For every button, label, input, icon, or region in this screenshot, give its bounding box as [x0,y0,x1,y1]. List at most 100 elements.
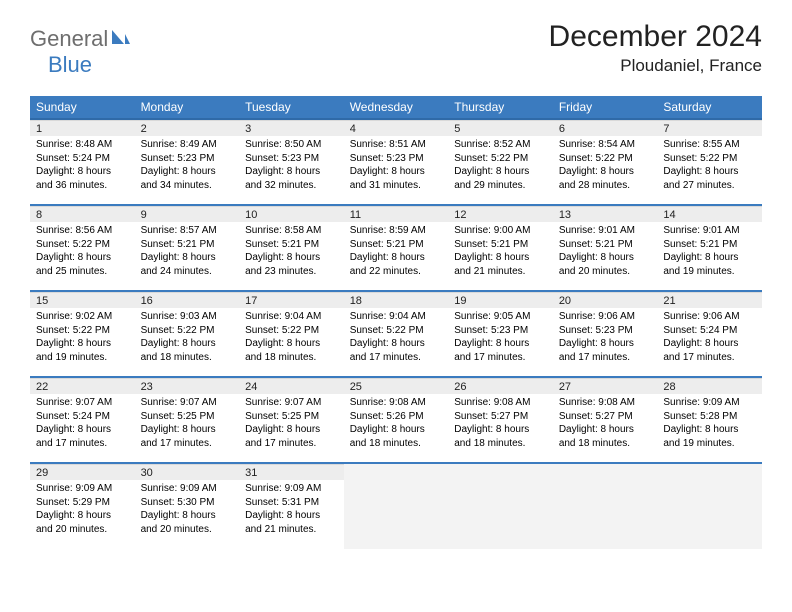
calendar-row: 29Sunrise: 9:09 AMSunset: 5:29 PMDayligh… [30,463,762,549]
calendar-day-cell: 16Sunrise: 9:03 AMSunset: 5:22 PMDayligh… [135,291,240,377]
day-number: 23 [135,378,240,394]
calendar-day-cell: 21Sunrise: 9:06 AMSunset: 5:24 PMDayligh… [657,291,762,377]
calendar-day-cell: 31Sunrise: 9:09 AMSunset: 5:31 PMDayligh… [239,463,344,549]
logo: General Blue [30,26,130,78]
day-number: 22 [30,378,135,394]
calendar-day-cell: 25Sunrise: 9:08 AMSunset: 5:26 PMDayligh… [344,377,449,463]
day-number: 28 [657,378,762,394]
calendar-day-cell: 29Sunrise: 9:09 AMSunset: 5:29 PMDayligh… [30,463,135,549]
calendar-day-cell: 23Sunrise: 9:07 AMSunset: 5:25 PMDayligh… [135,377,240,463]
day-number: 1 [30,120,135,136]
day-body: Sunrise: 9:06 AMSunset: 5:23 PMDaylight:… [553,308,658,368]
calendar-table: SundayMondayTuesdayWednesdayThursdayFrid… [30,96,762,549]
day-body: Sunrise: 8:51 AMSunset: 5:23 PMDaylight:… [344,136,449,196]
day-number: 24 [239,378,344,394]
calendar-day-cell: 4Sunrise: 8:51 AMSunset: 5:23 PMDaylight… [344,119,449,205]
day-number: 20 [553,292,658,308]
day-number: 6 [553,120,658,136]
day-body: Sunrise: 8:58 AMSunset: 5:21 PMDaylight:… [239,222,344,282]
calendar-day-cell: 15Sunrise: 9:02 AMSunset: 5:22 PMDayligh… [30,291,135,377]
day-number: 19 [448,292,553,308]
logo-sail-icon [110,28,130,51]
calendar-day-cell: 30Sunrise: 9:09 AMSunset: 5:30 PMDayligh… [135,463,240,549]
logo-text-general: General [30,26,108,51]
day-number: 13 [553,206,658,222]
calendar-header-row: SundayMondayTuesdayWednesdayThursdayFrid… [30,96,762,119]
day-body: Sunrise: 8:48 AMSunset: 5:24 PMDaylight:… [30,136,135,196]
calendar-day-cell: 8Sunrise: 8:56 AMSunset: 5:22 PMDaylight… [30,205,135,291]
day-number: 31 [239,464,344,480]
calendar-header-cell: Saturday [657,96,762,119]
calendar-empty-cell [553,463,658,549]
day-body: Sunrise: 9:04 AMSunset: 5:22 PMDaylight:… [239,308,344,368]
day-number: 16 [135,292,240,308]
calendar-row: 1Sunrise: 8:48 AMSunset: 5:24 PMDaylight… [30,119,762,205]
day-number: 3 [239,120,344,136]
calendar-day-cell: 10Sunrise: 8:58 AMSunset: 5:21 PMDayligh… [239,205,344,291]
day-number: 7 [657,120,762,136]
logo-text-blue: Blue [48,52,92,77]
calendar-day-cell: 22Sunrise: 9:07 AMSunset: 5:24 PMDayligh… [30,377,135,463]
calendar-empty-cell [448,463,553,549]
calendar-header-cell: Monday [135,96,240,119]
day-body: Sunrise: 9:09 AMSunset: 5:30 PMDaylight:… [135,480,240,540]
day-body: Sunrise: 9:06 AMSunset: 5:24 PMDaylight:… [657,308,762,368]
calendar-day-cell: 5Sunrise: 8:52 AMSunset: 5:22 PMDaylight… [448,119,553,205]
day-number: 18 [344,292,449,308]
day-number: 25 [344,378,449,394]
day-number: 11 [344,206,449,222]
calendar-day-cell: 2Sunrise: 8:49 AMSunset: 5:23 PMDaylight… [135,119,240,205]
day-body: Sunrise: 8:56 AMSunset: 5:22 PMDaylight:… [30,222,135,282]
day-number: 10 [239,206,344,222]
day-body: Sunrise: 9:01 AMSunset: 5:21 PMDaylight:… [553,222,658,282]
calendar-day-cell: 27Sunrise: 9:08 AMSunset: 5:27 PMDayligh… [553,377,658,463]
day-number: 17 [239,292,344,308]
calendar-day-cell: 28Sunrise: 9:09 AMSunset: 5:28 PMDayligh… [657,377,762,463]
calendar-day-cell: 9Sunrise: 8:57 AMSunset: 5:21 PMDaylight… [135,205,240,291]
day-number: 8 [30,206,135,222]
day-body: Sunrise: 9:04 AMSunset: 5:22 PMDaylight:… [344,308,449,368]
title-block: December 2024 Ploudaniel, France [549,20,762,76]
day-body: Sunrise: 9:03 AMSunset: 5:22 PMDaylight:… [135,308,240,368]
day-body: Sunrise: 8:59 AMSunset: 5:21 PMDaylight:… [344,222,449,282]
day-body: Sunrise: 9:00 AMSunset: 5:21 PMDaylight:… [448,222,553,282]
day-body: Sunrise: 9:09 AMSunset: 5:29 PMDaylight:… [30,480,135,540]
day-body: Sunrise: 9:07 AMSunset: 5:25 PMDaylight:… [135,394,240,454]
day-number: 14 [657,206,762,222]
day-number: 9 [135,206,240,222]
calendar-day-cell: 12Sunrise: 9:00 AMSunset: 5:21 PMDayligh… [448,205,553,291]
calendar-day-cell: 18Sunrise: 9:04 AMSunset: 5:22 PMDayligh… [344,291,449,377]
day-body: Sunrise: 9:08 AMSunset: 5:27 PMDaylight:… [553,394,658,454]
header: General Blue December 2024 Ploudaniel, F… [30,20,762,78]
day-body: Sunrise: 9:09 AMSunset: 5:28 PMDaylight:… [657,394,762,454]
calendar-header-cell: Tuesday [239,96,344,119]
day-body: Sunrise: 8:54 AMSunset: 5:22 PMDaylight:… [553,136,658,196]
day-body: Sunrise: 9:08 AMSunset: 5:27 PMDaylight:… [448,394,553,454]
calendar-day-cell: 26Sunrise: 9:08 AMSunset: 5:27 PMDayligh… [448,377,553,463]
day-number: 30 [135,464,240,480]
day-body: Sunrise: 9:09 AMSunset: 5:31 PMDaylight:… [239,480,344,540]
day-body: Sunrise: 9:05 AMSunset: 5:23 PMDaylight:… [448,308,553,368]
calendar-day-cell: 24Sunrise: 9:07 AMSunset: 5:25 PMDayligh… [239,377,344,463]
day-body: Sunrise: 9:07 AMSunset: 5:24 PMDaylight:… [30,394,135,454]
calendar-day-cell: 7Sunrise: 8:55 AMSunset: 5:22 PMDaylight… [657,119,762,205]
day-body: Sunrise: 8:55 AMSunset: 5:22 PMDaylight:… [657,136,762,196]
page-title: December 2024 [549,20,762,54]
day-body: Sunrise: 8:49 AMSunset: 5:23 PMDaylight:… [135,136,240,196]
calendar-row: 22Sunrise: 9:07 AMSunset: 5:24 PMDayligh… [30,377,762,463]
day-number: 29 [30,464,135,480]
day-body: Sunrise: 8:52 AMSunset: 5:22 PMDaylight:… [448,136,553,196]
day-body: Sunrise: 9:02 AMSunset: 5:22 PMDaylight:… [30,308,135,368]
location-label: Ploudaniel, France [549,56,762,76]
day-number: 15 [30,292,135,308]
calendar-header-cell: Friday [553,96,658,119]
day-body: Sunrise: 9:01 AMSunset: 5:21 PMDaylight:… [657,222,762,282]
day-number: 21 [657,292,762,308]
day-number: 2 [135,120,240,136]
day-number: 26 [448,378,553,394]
calendar-day-cell: 13Sunrise: 9:01 AMSunset: 5:21 PMDayligh… [553,205,658,291]
calendar-day-cell: 17Sunrise: 9:04 AMSunset: 5:22 PMDayligh… [239,291,344,377]
calendar-empty-cell [657,463,762,549]
day-body: Sunrise: 9:08 AMSunset: 5:26 PMDaylight:… [344,394,449,454]
day-number: 5 [448,120,553,136]
